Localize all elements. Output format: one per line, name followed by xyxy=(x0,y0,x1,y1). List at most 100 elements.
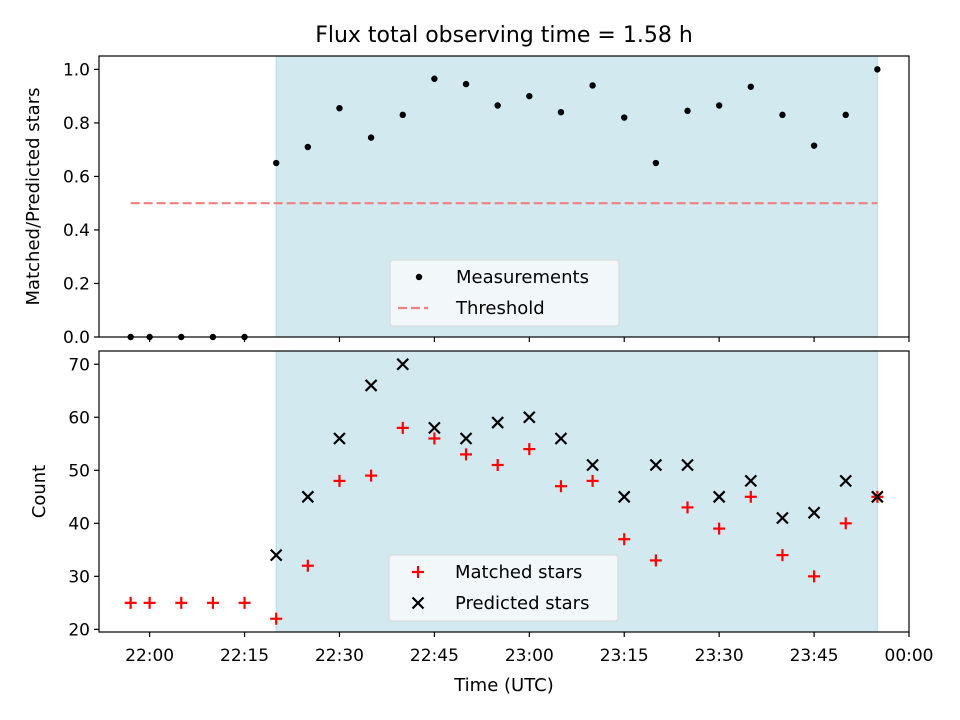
measurement-point xyxy=(684,107,691,115)
x-tick-label: 23:30 xyxy=(695,646,744,666)
x-tick-label: 22:45 xyxy=(410,646,459,666)
x-stroke xyxy=(712,490,726,504)
x-stroke xyxy=(681,458,694,472)
predicted-star-point xyxy=(301,490,315,504)
measurement-point xyxy=(336,104,343,112)
x-stroke xyxy=(839,474,852,488)
matched-star-point xyxy=(333,474,346,487)
measurement-point xyxy=(715,102,723,109)
matched-star-point xyxy=(744,490,757,503)
measurement-point xyxy=(399,111,406,119)
predicted-star-point xyxy=(871,490,884,504)
measurement-point xyxy=(652,159,660,167)
x-tick-label: 22:15 xyxy=(220,646,269,666)
y-tick-label: 0.6 xyxy=(63,167,90,187)
matched-star-point xyxy=(491,458,504,471)
x-tick-label: 22:30 xyxy=(315,646,364,666)
matched-star-point xyxy=(124,596,137,609)
measurement-point xyxy=(272,159,280,167)
matched-star-point xyxy=(238,596,251,609)
matched-star-point xyxy=(175,596,188,609)
predicted-star-point xyxy=(712,490,726,504)
matched-star-point xyxy=(206,596,219,609)
x-stroke xyxy=(871,490,884,504)
bottom-panel: 20 30 40 50 60 70 22:00 22:15 22:30 22:45 23:00 23:… xyxy=(29,350,934,666)
legend-label: Measurements xyxy=(456,267,589,288)
x-tick-label: 23:15 xyxy=(600,646,649,666)
y-tick-label: 0.8 xyxy=(63,114,90,134)
measurement-point xyxy=(557,109,565,116)
predicted-star-point xyxy=(333,432,346,445)
measurement-point xyxy=(431,75,438,82)
x-stroke xyxy=(649,458,663,472)
matched-star-point xyxy=(586,474,599,487)
top-panel: 0.0 0.2 0.4 0.6 0.8 1.0 Matched/Predicted star… xyxy=(23,55,910,348)
measurement-point xyxy=(589,82,596,89)
legend-marker-x xyxy=(411,596,425,610)
matched-star-point xyxy=(270,612,283,625)
x-tick-label: 22:00 xyxy=(125,646,174,666)
matched-star-point xyxy=(428,432,441,445)
y-tick-label: 0.0 xyxy=(63,328,90,348)
y-axis-label: Count xyxy=(29,465,50,518)
predicted-star-point xyxy=(681,458,694,472)
predicted-star-point xyxy=(396,357,410,371)
matched-star-point xyxy=(839,517,852,530)
axes-frame xyxy=(98,350,910,633)
x-stroke xyxy=(586,458,599,472)
y-tick-label: 0.4 xyxy=(63,221,90,241)
y-tick-label: 40 xyxy=(68,514,90,534)
x-stroke xyxy=(491,416,504,429)
measurement-point xyxy=(526,92,533,100)
legend-box xyxy=(388,554,619,622)
predicted-star-point xyxy=(617,490,631,504)
y-tick-label: 20 xyxy=(68,620,90,640)
x-stroke xyxy=(333,432,346,445)
x-stroke xyxy=(459,432,473,445)
y-tick-label: 1.0 xyxy=(63,60,90,80)
predicted-star-point xyxy=(428,421,441,435)
predicted-star-point xyxy=(459,432,473,445)
matched-star-point xyxy=(713,522,726,535)
x-stroke xyxy=(776,511,789,525)
x-stroke xyxy=(301,490,315,504)
axes-frame xyxy=(98,55,910,338)
x-stroke xyxy=(364,379,378,392)
x-tick-label: 23:00 xyxy=(505,646,554,666)
predicted-star-point xyxy=(586,458,599,472)
predicted-star-point xyxy=(839,474,852,488)
predicted-star-point xyxy=(364,379,378,392)
matched-star-point xyxy=(554,480,567,493)
x-tick-label: 23:45 xyxy=(790,646,839,666)
matched-star-point xyxy=(681,501,694,514)
matched-star-point xyxy=(460,448,473,461)
matched-star-point xyxy=(396,421,409,434)
x-stroke xyxy=(744,474,758,488)
measurement-point xyxy=(874,66,881,73)
predicted-star-point xyxy=(491,416,504,429)
predicted-star-point xyxy=(649,458,663,472)
y-tick-label: 30 xyxy=(68,567,90,587)
predicted-star-point xyxy=(269,548,283,562)
y-tick-label: 60 xyxy=(68,408,90,428)
measurement-point xyxy=(367,134,375,141)
matched-star-point xyxy=(301,559,314,572)
measurement-point xyxy=(621,114,628,121)
matched-star-point xyxy=(618,533,631,546)
legend-label: Predicted stars xyxy=(455,593,589,614)
matched-star-point xyxy=(523,443,536,456)
x-stroke xyxy=(523,410,536,424)
predicted-star-point xyxy=(523,410,536,424)
matched-star-point xyxy=(143,596,156,609)
legend-marker-dot xyxy=(415,273,423,281)
x-stroke xyxy=(396,357,410,371)
x-stroke xyxy=(269,548,283,562)
measurement-point xyxy=(747,83,754,90)
legend-label: Matched stars xyxy=(455,562,582,583)
legend: Matched stars Predicted stars xyxy=(388,554,619,622)
predicted-star-point xyxy=(744,474,758,488)
x-tick-label: 00:00 xyxy=(885,646,934,666)
measurement-point xyxy=(494,102,501,109)
legend-label: Threshold xyxy=(455,298,545,319)
